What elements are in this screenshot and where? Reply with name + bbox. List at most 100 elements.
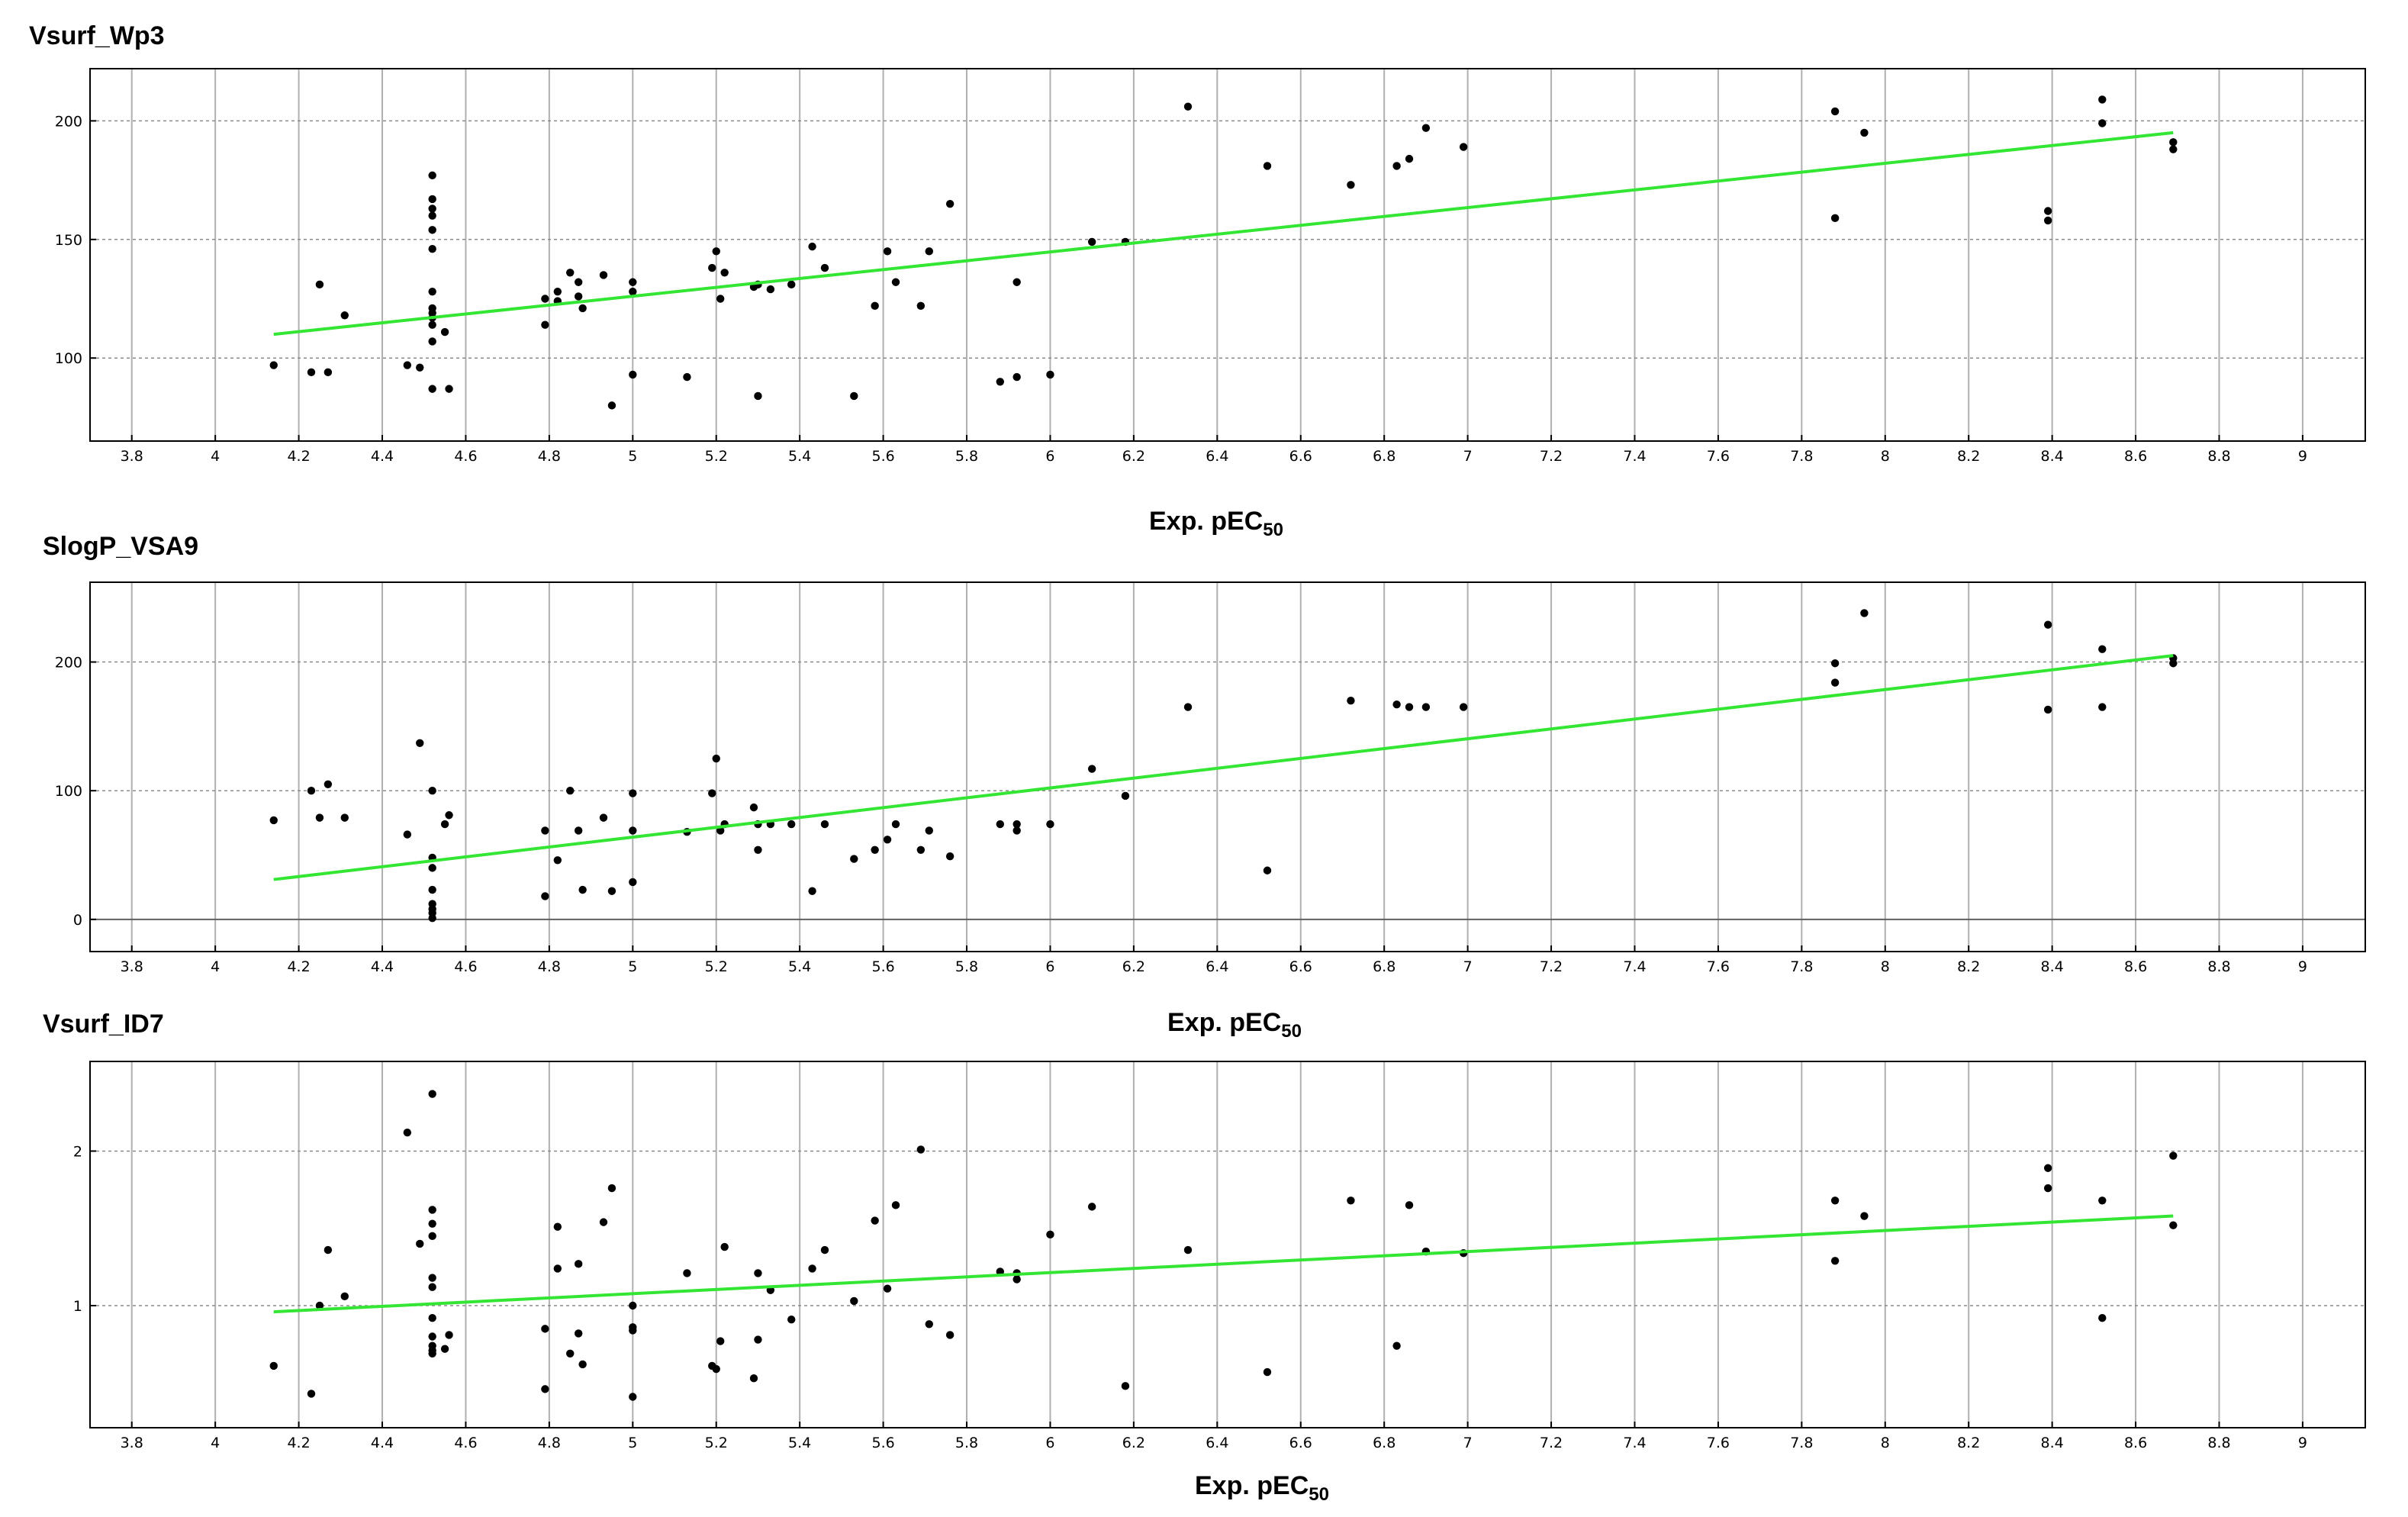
data-point (916, 1145, 926, 1154)
x-tick-label: 8 (1881, 1435, 1890, 1451)
panel-title: Vsurf_ID7 (43, 1010, 164, 1039)
x-tick-label: 5.4 (788, 1435, 811, 1451)
data-point (1405, 1201, 1414, 1209)
data-point (925, 247, 933, 256)
x-tick-label: 9 (2298, 958, 2307, 975)
data-point (1421, 124, 1431, 132)
data-point (754, 391, 762, 401)
data-point (428, 195, 436, 204)
x-tick-label: 5.4 (788, 448, 811, 465)
data-point (925, 1320, 933, 1329)
data-point (683, 1269, 691, 1277)
data-point (891, 278, 900, 286)
data-point (578, 1360, 587, 1369)
panel-vsurf-id7: Vsurf_ID7 3.8 4 4.2 4.4 4.6 4.8 5 5.2 5.4 5.6 5.8 6… (43, 1010, 2366, 1505)
data-point (324, 780, 333, 788)
x-tick-label: 7.6 (1707, 1435, 1730, 1451)
x-tick-label: 6.8 (1373, 958, 1396, 975)
data-point (808, 1264, 816, 1273)
data-point (2169, 145, 2178, 153)
x-tick-label: 5.8 (955, 1435, 978, 1451)
data-point (607, 887, 616, 895)
data-point (428, 337, 436, 346)
data-point (428, 245, 436, 253)
data-point (428, 287, 436, 296)
x-tick-label: 8.6 (2124, 958, 2147, 975)
data-point (428, 1232, 436, 1241)
data-point (428, 171, 436, 180)
x-tick-label: 3.8 (121, 448, 143, 465)
data-point (578, 304, 587, 313)
data-point (1392, 1341, 1401, 1350)
x-tick-label: 8.8 (2207, 448, 2230, 465)
data-point (2098, 1197, 2107, 1205)
data-point (1012, 820, 1021, 829)
data-point (599, 271, 608, 279)
x-tick-label: 3.8 (121, 1435, 143, 1451)
data-point (574, 278, 583, 286)
data-point (2169, 138, 2178, 147)
trend-line (273, 654, 2174, 881)
x-tick-label: 4 (211, 1435, 220, 1451)
data-point (2043, 620, 2052, 629)
data-point (883, 247, 892, 256)
data-point (712, 754, 720, 763)
data-point (1012, 1275, 1021, 1283)
data-point (599, 813, 608, 822)
data-point (1263, 162, 1272, 170)
x-tick-label: 4.2 (287, 958, 310, 975)
data-point (883, 836, 892, 844)
x-tick-label: 6.2 (1122, 448, 1145, 465)
data-point (891, 1201, 900, 1209)
x-tick-label: 6.8 (1373, 448, 1396, 465)
x-tick-label: 3.8 (121, 958, 143, 975)
data-point (749, 1374, 758, 1383)
x-axis-label-text: Exp. pEC (1149, 507, 1263, 536)
data-point (787, 820, 796, 829)
data-point (883, 1284, 892, 1293)
x-tick-label: 8.8 (2207, 1435, 2230, 1451)
x-tick-label: 7.6 (1707, 448, 1730, 465)
x-tick-label: 8 (1881, 448, 1890, 465)
x-tick-label: 8.6 (2124, 1435, 2147, 1451)
x-tick-label: 7 (1463, 1435, 1473, 1451)
data-point (340, 1292, 349, 1301)
data-point (1263, 1367, 1272, 1377)
x-tick-label: 8.4 (2041, 958, 2064, 975)
data-point (1087, 1203, 1096, 1211)
data-point (2098, 95, 2107, 104)
trend-line (273, 130, 2174, 337)
data-point (445, 385, 453, 393)
data-point (945, 852, 955, 861)
data-point (712, 1364, 720, 1374)
x-axis-label: Exp. pEC50 (1195, 1471, 1329, 1505)
data-point (1405, 154, 1414, 163)
data-point (315, 1301, 324, 1310)
data-point (749, 803, 758, 812)
x-tick-label: 7.2 (1540, 1435, 1563, 1451)
data-point (307, 1390, 316, 1398)
data-point (428, 1206, 436, 1214)
data-point (599, 1218, 608, 1226)
data-point (871, 845, 879, 854)
data-point (1012, 372, 1021, 382)
data-point (1830, 678, 1840, 687)
data-point (324, 1245, 333, 1255)
data-point (541, 1325, 549, 1333)
data-point (607, 401, 616, 410)
data-point (2043, 216, 2052, 225)
x-tick-label: 8.6 (2124, 448, 2147, 465)
x-axis-label-text: Exp. pEC (1195, 1471, 1309, 1500)
y-tick-label: 100 (55, 350, 82, 367)
data-point (787, 280, 796, 289)
data-point (1012, 826, 1021, 835)
data-point (629, 826, 637, 835)
data-point (708, 263, 716, 272)
x-tick-label: 7.2 (1540, 448, 1563, 465)
x-tick-label: 7.8 (1790, 958, 1813, 975)
data-point (1347, 1197, 1355, 1205)
x-tick-label: 8.2 (1957, 958, 1980, 975)
x-tick-label: 7.4 (1623, 958, 1646, 975)
data-point (403, 830, 412, 839)
data-point (712, 247, 720, 256)
